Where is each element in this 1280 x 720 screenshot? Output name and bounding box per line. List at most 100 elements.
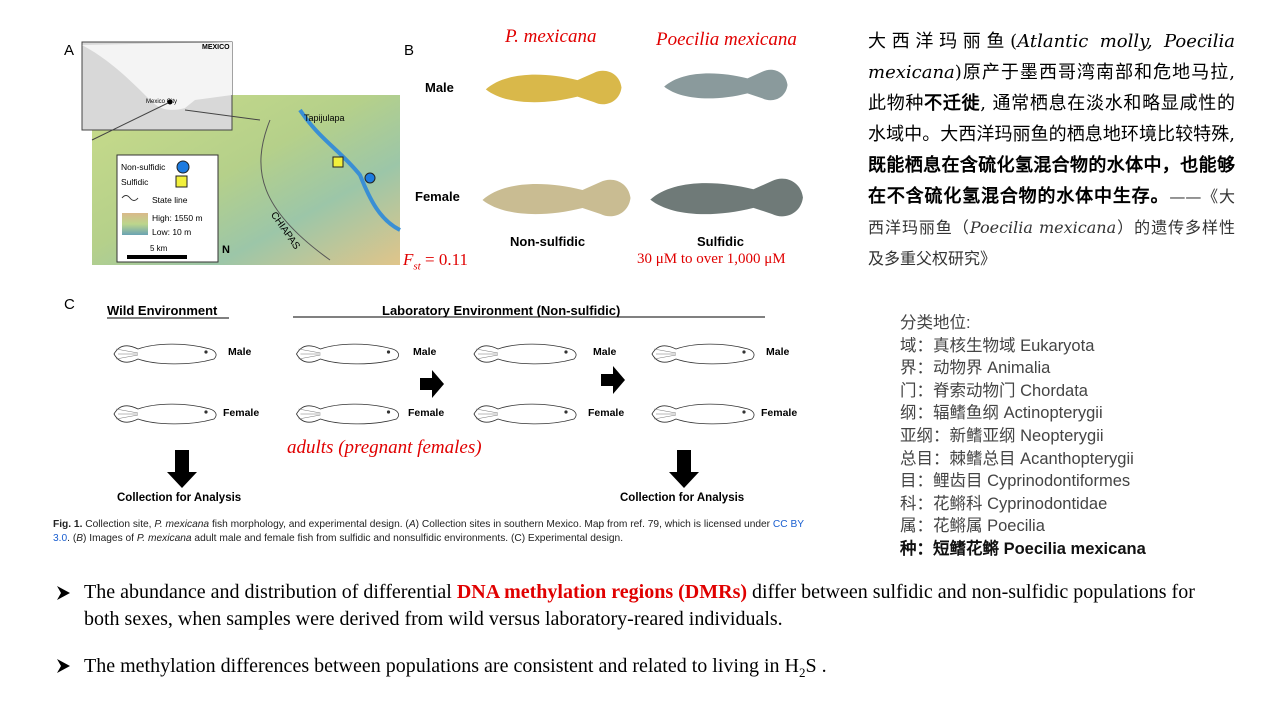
panel-label: B [404,42,415,59]
legend-sulfidic [175,175,188,188]
panel-label: C [64,296,75,313]
sulfidic-site [332,156,344,168]
description: 大西洋玛丽鱼(Atlantic molly, Poecilia mexicana… [868,26,1235,274]
species-title: P. mexicana [505,26,597,47]
desc-part: 既能栖息在含硫化氢混合物的水体中，也能够在不含硫化氢混合物的水体中生存。 [868,155,1235,207]
legend-nonsulfidic [176,160,190,174]
bullet-part: DNA methylation regions (DMRs) [456,581,748,603]
legend-box [116,154,219,263]
desc-part: ——《大西洋玛丽鱼（ [868,187,1235,237]
bullet: The abundance and distribution of differ… [84,579,1204,633]
sex-label: Male [413,346,437,358]
caption-part: A [408,519,416,530]
taxonomy-rank: 种：短鳍花鳉 Poecilia mexicana [900,539,1146,558]
collection-label: Collection for Analysis [117,492,242,504]
city-dot [167,99,173,105]
row-label: Male [425,80,454,95]
legend-label: Non-sulfidic [121,162,166,172]
desc-part: )原产于墨西哥湾南部和危地马拉, 此物种 [868,62,1235,114]
fish-photo [482,179,631,217]
environment-label: Laboratory Environment (Non-sulfidic) [382,303,621,318]
bullet: The methylation differences between popu… [84,653,1204,686]
caption-part: ) Collection sites in southern Mexico. M… [415,519,773,530]
fst-number: = 0.11 [424,250,468,269]
desc-part: , 通常栖息在淡水和略显咸性的水域中。大西洋玛丽鱼的栖息地环境比较特殊, [868,93,1235,145]
scale-bar [127,255,187,259]
sex-label: Female [588,407,625,419]
license-link[interactable]: CC BY 3.0 [53,519,804,544]
sex-label: Male [593,346,617,358]
fst-subscript: st [413,260,421,273]
sex-label: Female [408,407,445,419]
panel-label: A [64,42,75,59]
desc-part: 不迁徙 [924,93,981,114]
collection-label: Collection for Analysis [620,492,745,504]
taxonomy-rank: 域：真核生物域 Eukaryota [900,336,1095,355]
bullet-part: The abundance and distribution of differ… [84,581,457,603]
sex-label: Male [766,346,790,358]
taxonomy-rank: 属：花鳉属 Poecilia [900,517,1045,536]
nonsulfidic-site [364,172,376,184]
desc-part: Poecilia mexicana [969,218,1117,237]
row-label: Female [415,189,460,204]
arrow-right [420,370,444,398]
caption-part: Collection site, [82,519,155,530]
arrow-down [669,450,699,488]
taxonomy: 分类地位: 域：真核生物域 Eukaryota 界：动物界 Animalia 门：脊索… [900,312,1146,561]
taxonomy-rank: 纲：辐鳍鱼纲 Actinopterygii [900,404,1103,423]
inset-pointer [184,109,261,121]
bullet-marker [57,659,70,673]
figure-caption: Fig. 1. Collection site, P. mexicana fis… [53,518,823,546]
taxonomy-rank: 亚纲：新鳍亚纲 Neopterygii [900,426,1104,445]
north-label: N [222,244,230,256]
fish-photo [650,178,803,217]
bullet-part: S . [805,655,827,677]
map-label: Tapijulapa [304,113,345,123]
map-label: Mexico City [146,99,178,105]
river [298,108,401,232]
inset-pointer [91,101,171,141]
desc-part: 大西洋玛丽鱼( [868,31,1018,52]
column-label: Non-sulfidic [510,234,586,249]
arrow-down [167,450,197,488]
taxonomy-rank: 总目：棘鳍总目 Acanthopterygii [900,449,1134,468]
caption-part: P. mexicana [154,519,210,530]
sex-label: Male [228,346,252,358]
column-label: Sulfidic [697,234,744,249]
legend-label: Sulfidic [121,177,149,187]
fst-symbol: F [403,250,414,269]
bullet-part: 2 [798,665,806,680]
concentration: 30 μM to over 1,000 μM [637,251,786,267]
taxonomy-heading: 分类地位: [900,314,971,332]
environment-label: Wild Environment [107,303,218,318]
species-title: Poecilia mexicana [656,29,797,50]
legend-label: High: 1550 m [152,213,203,223]
taxonomy-rank: 界：动物界 Animalia [900,359,1051,378]
legend-label: Low: 10 m [152,227,192,237]
desc-part: Atlantic molly, Poecilia mexicana [868,31,1235,83]
bullet-part: differ between sulfidic and non-sulfidic… [84,581,1195,630]
bullet-part: H [784,655,799,677]
arrow-right [601,366,625,394]
caption-part: ) Images of [83,533,137,544]
caption-part: B [76,533,84,544]
legend-label: State line [152,195,188,205]
caption-part: fish morphology, and experimental design… [209,519,409,530]
state-line [260,119,331,261]
bullet-marker [57,586,70,600]
desc-part: ）的遗传多样性及多重父权研究》 [868,218,1235,268]
fish-photo [664,69,788,101]
taxonomy-rank: 门：脊索动物门 Chordata [900,381,1088,400]
caption-part: adult male and female fish from sulfidic… [191,533,624,544]
legend-state-line [121,195,139,201]
caption-part: P. mexicana [136,533,192,544]
bullet-part: The methylation differences between popu… [84,655,785,677]
scale-label: 5 km [150,244,168,253]
caption-part: Fig. 1. [53,519,83,530]
taxonomy-rank: 科：花鳉科 Cyprinodontidae [900,494,1108,513]
legend-elevation [122,213,148,235]
fish-photo [485,70,622,105]
inset-land [82,42,232,110]
